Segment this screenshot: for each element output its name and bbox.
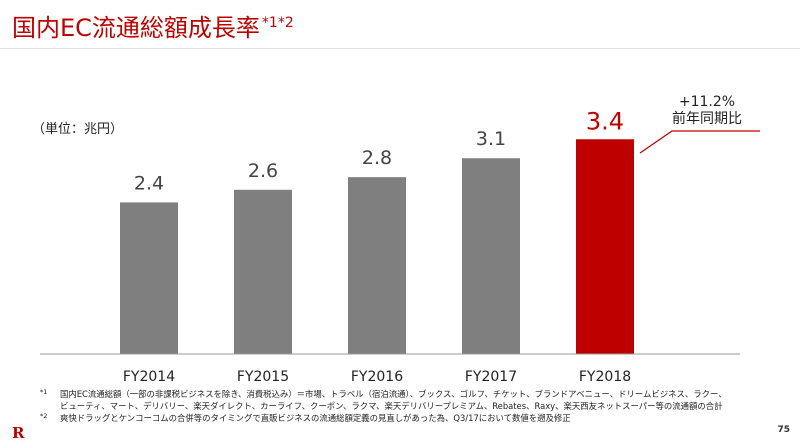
data-label-fy2014: 2.4 xyxy=(134,172,164,194)
bar-fy2014 xyxy=(120,202,178,354)
unit-label: （単位：兆円） xyxy=(32,122,124,137)
callout-growth-value: +11.2% xyxy=(679,94,735,110)
data-label-fy2015: 2.6 xyxy=(248,160,278,182)
footnote-line: *1 国内EC流通総額（一部の非課税ビジネスを除き、消費税込み）＝市場、トラベル（… xyxy=(0,388,800,400)
x-tick-label-fy2015: FY2015 xyxy=(237,369,289,385)
footnotes: *1 国内EC流通総額（一部の非課税ビジネスを除き、消費税込み）＝市場、トラベル（… xyxy=(0,388,800,424)
footnote-line: ビューティ、マート、デリバリー、楽天ダイレクト、カーライフ、クーポン、ラクマ、楽… xyxy=(0,400,800,412)
bar-fy2015 xyxy=(234,189,292,354)
data-label-fy2016: 2.8 xyxy=(362,147,392,169)
growth-callout: +11.2% 前年同期比 xyxy=(639,94,760,154)
bars-layer: 2.4 FY2014 2.6 FY2015 2.8 FY2016 3.1 FY2017 3.4 F… xyxy=(120,107,634,385)
callout-caption: 前年同期比 xyxy=(672,110,742,127)
x-tick-label-fy2018: FY2018 xyxy=(579,369,631,385)
data-label-fy2017: 3.1 xyxy=(476,128,506,150)
x-tick-label-fy2014: FY2014 xyxy=(123,369,175,385)
x-tick-label-fy2016: FY2016 xyxy=(351,369,403,385)
callout-leader-line xyxy=(639,130,760,154)
footnote-text: 国内EC流通総額（一部の非課税ビジネスを除き、消費税込み）＝市場、トラベル（宿泊… xyxy=(60,389,727,399)
x-tick-label-fy2017: FY2017 xyxy=(465,369,517,385)
bar-fy2017 xyxy=(462,158,520,354)
title-divider xyxy=(0,48,800,49)
footnote-line: *2 爽快ドラッグとケンコーコムの合併等のタイミングで直販ビジネスの流通総額定義の… xyxy=(0,412,800,424)
footnote-text: ビューティ、マート、デリバリー、楽天ダイレクト、カーライフ、クーポン、ラクマ、楽… xyxy=(60,401,723,411)
page-title-text: 国内EC流通総額成長率 xyxy=(12,14,260,42)
page-number: 75 xyxy=(777,425,790,435)
page-title: 国内EC流通総額成長率 *1*2 xyxy=(12,8,294,43)
footnote-mark: *1 xyxy=(40,388,48,396)
rakuten-logo-icon: R xyxy=(12,424,25,442)
data-label-fy2018: 3.4 xyxy=(586,107,624,135)
title-footnote-marks: *1*2 xyxy=(261,15,294,31)
footnote-mark: *2 xyxy=(40,412,48,420)
bar-fy2018 xyxy=(576,139,634,354)
footnote-text: 爽快ドラッグとケンコーコムの合併等のタイミングで直販ビジネスの流通総額定義の見直… xyxy=(60,413,571,423)
bar-fy2016 xyxy=(348,177,406,354)
